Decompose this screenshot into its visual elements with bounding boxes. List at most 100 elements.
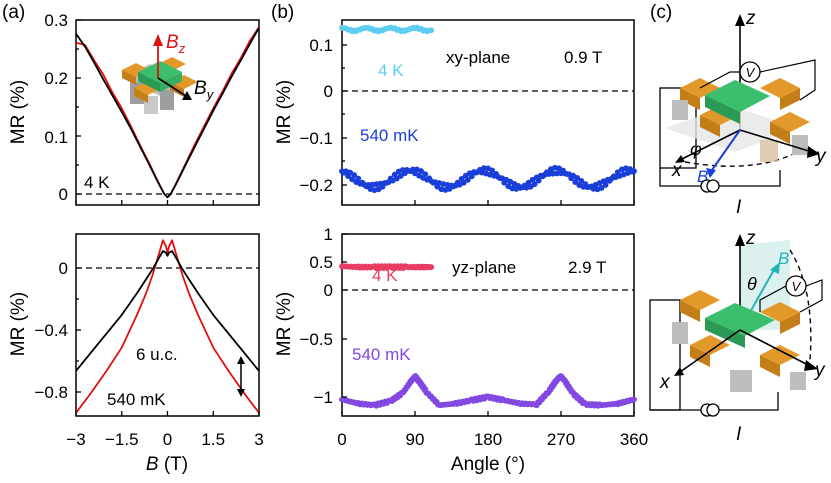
- y-tick-label: −0.4: [34, 321, 68, 340]
- voltmeter-label: V: [792, 279, 802, 294]
- series-label-4K: 4 K: [378, 61, 404, 80]
- plane-label: xy-plane: [446, 48, 510, 67]
- difference-arrow: [237, 356, 245, 397]
- bz-label: Bz: [166, 32, 186, 56]
- ticks: [341, 44, 635, 205]
- series-group: [339, 263, 637, 409]
- y-tick-label: −0.1: [299, 129, 333, 148]
- axis-z-label: z: [745, 228, 756, 249]
- axis-x-label: x: [659, 372, 671, 393]
- y-tick-label: 0.3: [44, 11, 68, 30]
- y-tick-label: 0.1: [44, 128, 68, 147]
- data-point-540 mK: [554, 170, 560, 177]
- data-point-540 mK: [598, 185, 605, 191]
- bz-arrow: [153, 34, 163, 78]
- data-point-540 mK: [351, 172, 358, 178]
- y-ticks: [76, 19, 81, 195]
- axis-y-label: y: [813, 360, 826, 381]
- data-point-540 mK: [355, 175, 362, 182]
- series-label-540mK: 540 mK: [352, 345, 411, 364]
- x-tick-labels: 0 90 180 270 360: [337, 430, 648, 449]
- x-tick-label: −3: [66, 430, 85, 449]
- x-tick-label: 180: [474, 430, 502, 449]
- x-tick-label: 360: [620, 430, 648, 449]
- y-tick-labels: 1 0.5 0 −0.5 −1: [299, 225, 333, 407]
- series-line-By: [75, 250, 260, 372]
- data-point-540 mK: [460, 179, 467, 186]
- data-point-540 mK: [602, 182, 609, 188]
- y-tick-label: −0.8: [34, 383, 68, 402]
- current-label: I: [736, 197, 742, 218]
- data-point-540 mK: [531, 181, 538, 188]
- ticks: [75, 267, 260, 416]
- data-point-540 mK: [418, 168, 424, 174]
- x-axis-label: Angle (°): [451, 454, 525, 475]
- schematic-yz-rotation: z B θ x y V I: [649, 228, 826, 445]
- series-line-By: [75, 27, 260, 199]
- data-point-540 mK: [578, 177, 585, 184]
- data-point-540 mK: [574, 175, 581, 181]
- field-b-label: B: [697, 167, 708, 186]
- series-line-Bz: [75, 239, 260, 414]
- data-point-540 mK: [631, 396, 637, 403]
- schematic-xy-rotation: z x y B φ V I: [659, 8, 827, 218]
- series-group: [75, 26, 260, 199]
- x-tick-label: 1.5: [201, 430, 225, 449]
- data-point-540 mK: [422, 171, 429, 178]
- data-point-540 mK: [464, 176, 471, 183]
- field-label: 0.9 T: [564, 48, 602, 67]
- data-point-540 mK: [631, 168, 637, 175]
- x-tick-label: 0: [337, 430, 346, 449]
- angle-phi-label: φ: [690, 139, 702, 159]
- plane-label: yz-plane: [452, 258, 516, 277]
- panel-label-a: (a): [2, 2, 25, 23]
- y-tick-labels: 0 0.1 0.2 0.3: [44, 11, 68, 204]
- y-axis-label: MR (%): [274, 292, 295, 356]
- plot-b-top: MR (%) 0.1 0 −0.1 −0.2 xy-plane 0.9 T 4 …: [274, 19, 637, 206]
- ticks: [341, 233, 635, 416]
- x-tick-labels: −3 −1.5 0 1.5 3: [66, 430, 263, 449]
- x-ticks: [75, 200, 260, 205]
- y-tick-label: 0: [324, 82, 333, 101]
- plot-a-top: MR (%) 0 0.1 0.2 0.3 4 K: [8, 11, 260, 206]
- y-tick-label: −0.5: [299, 330, 333, 349]
- y-tick-labels: 0 −0.4 −0.8: [34, 259, 68, 402]
- axis-y-label: y: [814, 146, 827, 167]
- data-point-4 K: [428, 264, 435, 270]
- y-tick-label: 0.1: [309, 36, 333, 55]
- angle-theta-label: θ: [747, 274, 757, 294]
- y-tick-label: 0.5: [309, 253, 333, 272]
- panel-label-c: (c): [650, 2, 672, 23]
- thickness-label: 6 u.c.: [136, 345, 178, 364]
- by-arrow: [157, 77, 192, 100]
- temperature-label: 540 mK: [107, 390, 166, 409]
- temperature-label: 4 K: [84, 173, 110, 192]
- y-axis-label: MR (%): [8, 292, 29, 356]
- data-point-540 mK: [481, 165, 487, 172]
- plot-b-bottom: MR (%) 1 0.5 0 −0.5 −1 0 90 180 270 360 …: [274, 225, 648, 475]
- y-tick-label: 0: [59, 259, 68, 278]
- series-label-4K: 4 K: [372, 266, 398, 285]
- series-label-540mK: 540 mK: [360, 126, 419, 145]
- panel-label-b: (b): [271, 2, 294, 23]
- voltmeter-label: V: [746, 65, 756, 80]
- inset-cross-schematic: [122, 57, 198, 114]
- data-point-540 mK: [535, 177, 542, 184]
- x-tick-label: 270: [547, 430, 575, 449]
- axis-z-label: z: [745, 8, 756, 29]
- y-tick-label: −0.2: [299, 176, 333, 195]
- current-label: I: [736, 424, 742, 445]
- axes-frame: [75, 233, 260, 417]
- y-axis-label: MR (%): [274, 80, 295, 144]
- by-label: By: [194, 78, 215, 102]
- y-tick-label: −1: [314, 388, 333, 407]
- y-tick-label: 0: [59, 185, 68, 204]
- x-axis-label: B (T): [146, 454, 188, 475]
- series-group: [339, 24, 637, 194]
- x-tick-label: 90: [406, 430, 425, 449]
- series-group: [75, 239, 260, 414]
- y-tick-labels: 0.1 0 −0.1 −0.2: [299, 36, 333, 195]
- x-tick-label: 3: [254, 430, 263, 449]
- data-point-4 K: [428, 27, 435, 34]
